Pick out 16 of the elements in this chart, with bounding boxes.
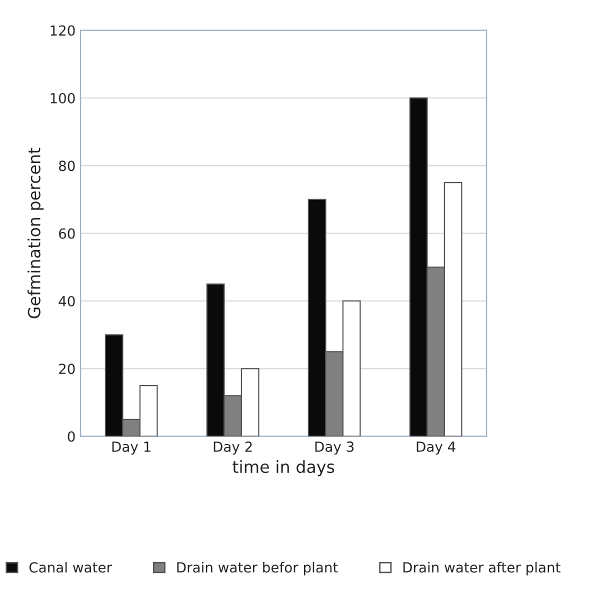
x-tick-label: Day 2 [214, 441, 252, 455]
legend-label: Drain water befor plant [177, 562, 338, 576]
y-tick-label: 100 [50, 92, 75, 104]
y-tick-label: 20 [59, 364, 75, 374]
y-tick-label: 60 [59, 228, 75, 239]
y-tick-label: 120 [50, 25, 75, 36]
x-axis-title: time in days [232, 460, 334, 476]
legend-label: Drain water after plant [403, 562, 560, 576]
y-tick-label: 0 [68, 431, 75, 442]
x-tick-label: Day 3 [315, 441, 354, 455]
legend-label: Canal water [29, 562, 112, 573]
y-axis-title: Gefmination percent [28, 148, 44, 318]
x-tick-label: Day 1 [112, 442, 150, 455]
y-tick-label: 80 [59, 160, 75, 172]
y-tick-label: 40 [58, 296, 75, 306]
x-tick-label: Day 4 [416, 442, 456, 455]
